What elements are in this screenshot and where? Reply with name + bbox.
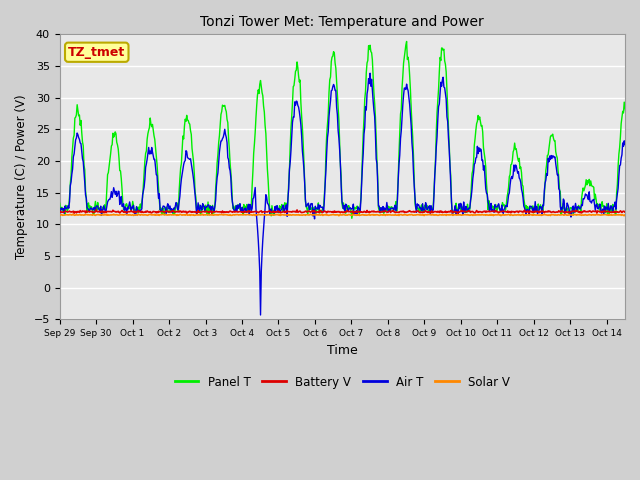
Legend: Panel T, Battery V, Air T, Solar V: Panel T, Battery V, Air T, Solar V xyxy=(170,371,515,393)
Y-axis label: Temperature (C) / Power (V): Temperature (C) / Power (V) xyxy=(15,95,28,259)
Text: TZ_tmet: TZ_tmet xyxy=(68,46,125,59)
Title: Tonzi Tower Met: Temperature and Power: Tonzi Tower Met: Temperature and Power xyxy=(200,15,484,29)
X-axis label: Time: Time xyxy=(327,344,358,357)
